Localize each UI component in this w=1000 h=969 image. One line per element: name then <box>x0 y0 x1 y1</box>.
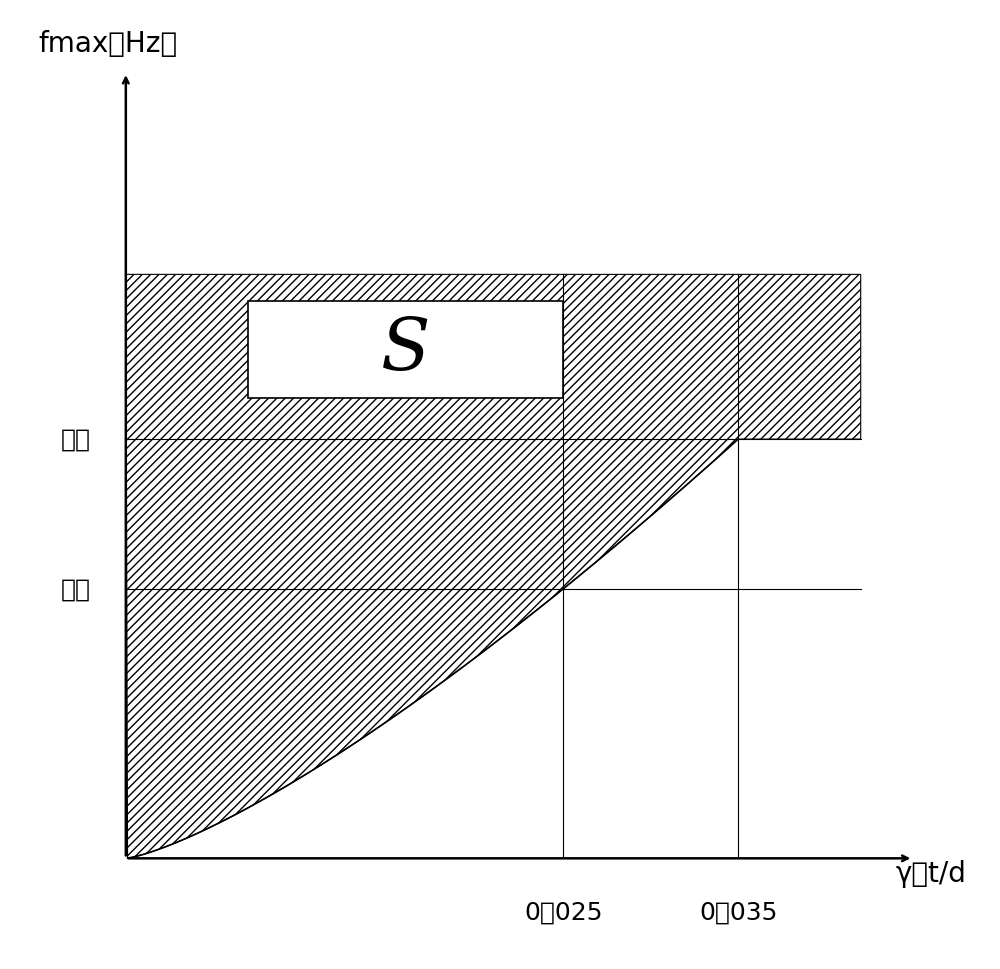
Polygon shape <box>126 275 861 859</box>
Text: γ＝t/d: γ＝t/d <box>896 860 967 888</box>
Text: 变频: 变频 <box>61 427 91 452</box>
Bar <box>248 301 563 398</box>
Text: fmax（Hz）: fmax（Hz） <box>38 30 177 58</box>
Text: 定速: 定速 <box>61 578 91 601</box>
Text: S: S <box>381 315 431 385</box>
Text: 0．025: 0．025 <box>524 899 603 923</box>
Text: 0．035: 0．035 <box>699 899 777 923</box>
